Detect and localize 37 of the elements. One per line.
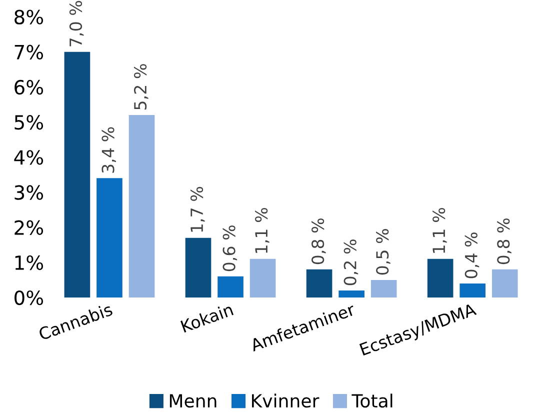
data-label: 0,8 % bbox=[497, 218, 512, 264]
y-tick-label: 4% bbox=[14, 150, 44, 165]
bar bbox=[218, 276, 244, 298]
bar bbox=[250, 258, 276, 298]
bar bbox=[96, 178, 122, 298]
bar bbox=[370, 280, 397, 298]
bar bbox=[185, 238, 212, 298]
y-tick-label: 7% bbox=[14, 44, 44, 60]
y-tick-label: 8% bbox=[14, 10, 44, 24]
bar bbox=[338, 290, 364, 298]
x-tick-label: Kokain bbox=[180, 302, 234, 333]
y-tick-label: 6% bbox=[14, 80, 44, 95]
y-tick-label: 1% bbox=[15, 255, 44, 270]
data-label: 1,7 % bbox=[190, 186, 205, 232]
y-tick-label: 2% bbox=[14, 220, 44, 235]
data-label: 0,6 % bbox=[222, 226, 238, 272]
legend-label: Kvinner bbox=[252, 394, 320, 408]
data-label: 5,2 % bbox=[134, 64, 148, 110]
bar bbox=[128, 115, 155, 298]
bar bbox=[492, 269, 518, 298]
y-tick-label: 3% bbox=[14, 185, 44, 200]
y-tick-label: 0% bbox=[14, 290, 44, 306]
data-label: 1,1 % bbox=[255, 208, 270, 253]
bar bbox=[427, 258, 454, 298]
data-label: 0,4 % bbox=[464, 232, 480, 278]
data-label: 0,8 % bbox=[312, 218, 326, 264]
bar bbox=[306, 269, 332, 298]
bar bbox=[64, 52, 90, 298]
data-label: 0,5 % bbox=[376, 229, 390, 275]
data-label: 3,4 % bbox=[102, 127, 116, 173]
data-label: 1,1 % bbox=[432, 208, 447, 253]
legend-label: Menn bbox=[170, 394, 216, 408]
legend-label: Total bbox=[352, 394, 392, 408]
y-tick-label: 5% bbox=[14, 114, 44, 130]
data-label: 0,2 % bbox=[344, 240, 358, 286]
data-label: 7,0 % bbox=[69, 0, 84, 46]
bar bbox=[460, 283, 486, 298]
